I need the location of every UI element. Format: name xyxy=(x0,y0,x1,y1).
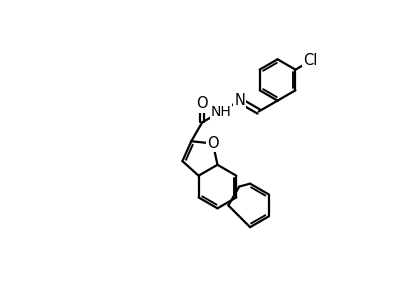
Text: NH: NH xyxy=(211,105,232,119)
Text: O: O xyxy=(207,136,219,151)
Text: O: O xyxy=(196,96,208,111)
Text: Cl: Cl xyxy=(304,53,318,68)
Text: N: N xyxy=(234,93,245,108)
